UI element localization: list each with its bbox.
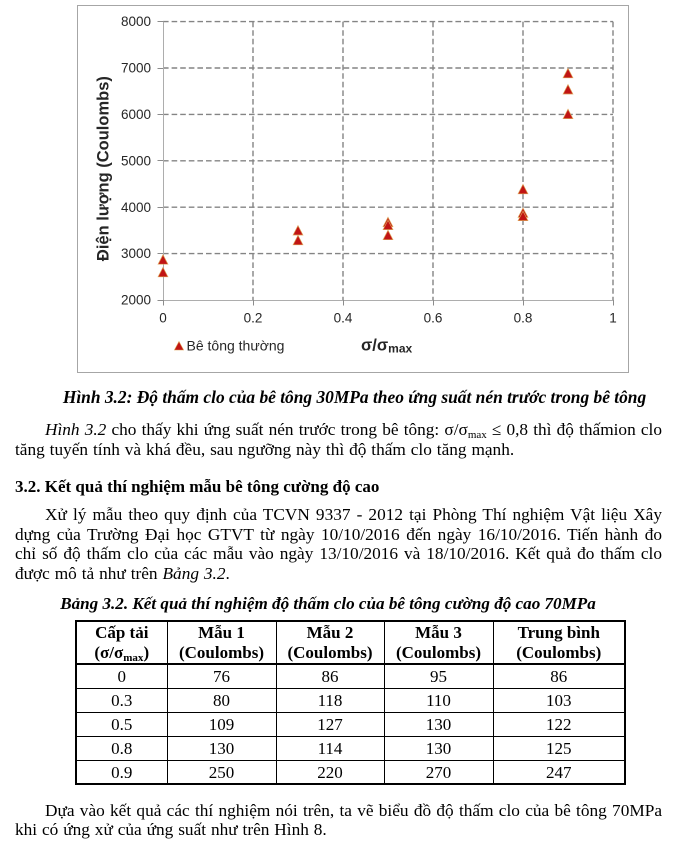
svg-text:0.4: 0.4: [334, 311, 353, 326]
svg-text:7000: 7000: [121, 61, 151, 76]
svg-text:5000: 5000: [121, 153, 151, 168]
svg-text:0.2: 0.2: [244, 311, 263, 326]
svg-text:3000: 3000: [121, 246, 151, 261]
svg-text:σ/σmax: σ/σmax: [361, 337, 413, 356]
svg-text:6000: 6000: [121, 107, 151, 122]
svg-text:0.8: 0.8: [514, 311, 533, 326]
svg-text:Bê tông thường: Bê tông thường: [187, 338, 285, 354]
svg-text:Điện lượng (Coulombs): Điện lượng (Coulombs): [94, 76, 112, 261]
svg-text:1: 1: [609, 311, 617, 326]
svg-text:8000: 8000: [121, 14, 151, 29]
svg-text:4000: 4000: [121, 200, 151, 215]
svg-text:0.6: 0.6: [424, 311, 443, 326]
svg-text:2000: 2000: [121, 293, 151, 308]
svg-text:0: 0: [159, 311, 167, 326]
